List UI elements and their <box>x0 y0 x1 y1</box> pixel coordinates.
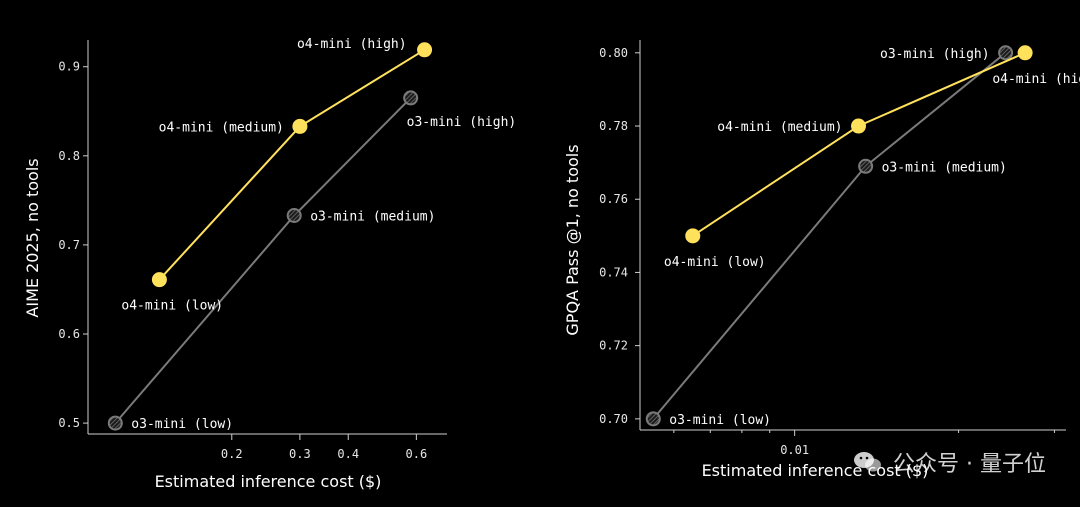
chart2-o4-mini-point <box>1017 45 1033 61</box>
chart1-x-tick-label: 0.3 <box>289 447 311 461</box>
chart1-x-tick-label: 0.4 <box>337 447 359 461</box>
chart1-o4-mini-line <box>158 48 426 281</box>
chart2-o4-mini-point <box>851 118 867 134</box>
chart1-x-tick-label: 0.6 <box>406 447 428 461</box>
chart2-o4-mini-point <box>685 228 701 244</box>
chart1-y-tick-label: 0.5 <box>58 416 80 430</box>
chart1-o3-mini-point-label: o3-mini (medium) <box>310 210 435 225</box>
chart2-o3-mini-line <box>652 52 1007 420</box>
watermark: 公众号 · 量子位 <box>853 446 1046 478</box>
chart2-x-tick-label: 0.01 <box>780 443 809 457</box>
chart1-y-tick-label: 0.6 <box>58 327 80 341</box>
chart2-o3-mini-point-label: o3-mini (medium) <box>882 160 1007 175</box>
chart1-y-axis-title: AIME 2025, no tools <box>23 158 42 317</box>
chart2-y-tick-label: 0.74 <box>599 265 628 279</box>
chart1-x-axis-title: Estimated inference cost ($) <box>155 472 382 491</box>
chart2-y-tick-label: 0.70 <box>599 412 628 426</box>
chart2-o3-mini-point-label: o3-mini (low) <box>669 413 771 428</box>
chart2-o3-mini-point <box>998 45 1014 61</box>
chart2-y-axis-title: GPQA Pass @1, no tools <box>563 144 582 335</box>
chart1-o3-mini-line <box>114 97 412 424</box>
chart1-o4-mini-point <box>151 272 167 288</box>
chart2-o4-mini-point-label: o4-mini (low) <box>664 255 766 270</box>
chart1-o4-mini-point-label: o4-mini (high) <box>297 37 407 52</box>
chart2-y-tick-label: 0.80 <box>599 46 628 60</box>
chart2-y-tick-label: 0.78 <box>599 119 628 133</box>
chart2-y-tick-label: 0.76 <box>599 192 628 206</box>
chart1-o4-mini-point-label: o4-mini (medium) <box>159 120 284 135</box>
chart1-o3-mini-point <box>286 208 302 224</box>
chart1-y-tick-label: 0.9 <box>58 60 80 74</box>
chart1-o3-mini-point <box>107 415 123 431</box>
chart1-x-tick-label: 0.2 <box>221 447 243 461</box>
watermark-text: 公众号 · 量子位 <box>893 452 1046 477</box>
wechat-icon <box>853 449 883 475</box>
chart1-o3-mini-point-label: o3-mini (high) <box>407 115 517 130</box>
chart2-o4-mini-line <box>692 51 1026 237</box>
chart1-o4-mini-point-label: o4-mini (low) <box>121 299 223 314</box>
chart1-o4-mini-point <box>417 42 433 58</box>
chart2-o3-mini-point <box>645 411 661 427</box>
chart2-o3-mini-point <box>858 158 874 174</box>
chart1-o3-mini-point-label: o3-mini (low) <box>131 417 233 432</box>
chart2-o4-mini-point-label: o4-mini (high) <box>992 72 1080 87</box>
chart1-o4-mini-point <box>292 118 308 134</box>
chart1-o3-mini-point <box>403 90 419 106</box>
chart2-o3-mini-point-label: o3-mini (high) <box>880 47 990 62</box>
chart2-o4-mini-point-label: o4-mini (medium) <box>717 120 842 135</box>
chart2-y-tick-label: 0.72 <box>599 339 628 353</box>
chart1-y-tick-label: 0.7 <box>58 238 80 252</box>
chart1-y-tick-label: 0.8 <box>58 149 80 163</box>
